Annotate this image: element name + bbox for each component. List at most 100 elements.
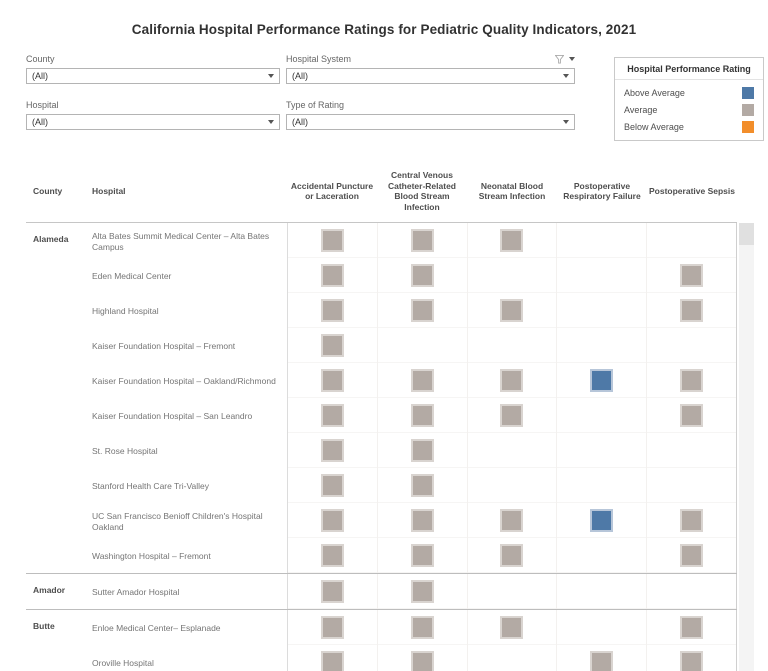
rating-cell[interactable] — [287, 610, 377, 645]
rating-cell[interactable] — [556, 363, 646, 398]
rating-mark-avg[interactable] — [410, 439, 434, 462]
rating-mark-avg[interactable] — [320, 616, 344, 639]
rating-cell[interactable] — [287, 293, 377, 328]
rating-cell[interactable] — [287, 223, 377, 258]
rating-cell[interactable] — [646, 645, 736, 671]
rating-mark-avg[interactable] — [500, 544, 524, 567]
rating-mark-avg[interactable] — [680, 369, 704, 392]
legend-item-above-average[interactable]: Above Average — [615, 84, 763, 101]
type-of-rating-dropdown[interactable]: (All) — [286, 114, 575, 130]
rating-cell[interactable] — [646, 258, 736, 293]
rating-cell[interactable] — [646, 293, 736, 328]
rating-mark-avg[interactable] — [500, 229, 524, 252]
rating-cell[interactable] — [556, 645, 646, 671]
rating-mark-avg[interactable] — [320, 474, 344, 497]
rating-mark-avg[interactable] — [500, 299, 524, 322]
vertical-scrollbar[interactable] — [739, 223, 754, 671]
legend-item-average[interactable]: Average — [615, 101, 763, 118]
rating-cell[interactable] — [287, 538, 377, 573]
rating-mark-avg[interactable] — [410, 651, 434, 671]
rating-mark-avg[interactable] — [320, 264, 344, 287]
rating-mark-avg[interactable] — [410, 544, 434, 567]
rating-mark-avg[interactable] — [500, 404, 524, 427]
rating-cell[interactable] — [376, 398, 467, 433]
rating-cell[interactable] — [376, 574, 467, 609]
rating-cell[interactable] — [376, 293, 467, 328]
rating-cell[interactable] — [376, 645, 467, 671]
rating-mark-avg[interactable] — [680, 616, 704, 639]
rating-cell[interactable] — [376, 363, 467, 398]
rating-mark-avg[interactable] — [680, 544, 704, 567]
rating-mark-avg[interactable] — [320, 229, 344, 252]
rating-cell[interactable] — [376, 258, 467, 293]
rating-mark-avg[interactable] — [500, 369, 524, 392]
rating-mark-avg[interactable] — [320, 369, 344, 392]
rating-mark-avg[interactable] — [680, 299, 704, 322]
rating-mark-avg[interactable] — [680, 264, 704, 287]
rating-cell[interactable] — [287, 363, 377, 398]
county-dropdown[interactable]: (All) — [26, 68, 280, 84]
rating-cell[interactable] — [287, 574, 377, 609]
rating-cell[interactable] — [376, 223, 467, 258]
rating-cell[interactable] — [646, 398, 736, 433]
rating-mark-avg[interactable] — [680, 509, 704, 532]
rating-cell[interactable] — [287, 328, 377, 363]
rating-mark-avg[interactable] — [320, 404, 344, 427]
rating-mark-avg[interactable] — [500, 616, 524, 639]
filter-funnel-icon[interactable] — [555, 54, 564, 64]
rating-cell[interactable] — [376, 538, 467, 573]
rating-mark-avg[interactable] — [410, 369, 434, 392]
hospital-system-dropdown[interactable]: (All) — [286, 68, 575, 84]
rating-cell[interactable] — [287, 645, 377, 671]
rating-mark-avg[interactable] — [410, 616, 434, 639]
rating-cell[interactable] — [376, 503, 467, 538]
rating-mark-avg[interactable] — [410, 264, 434, 287]
legend-items: Above Average Average Below Average — [615, 80, 763, 140]
rating-mark-avg[interactable] — [410, 229, 434, 252]
rating-cell[interactable] — [287, 468, 377, 503]
table-row: Washington Hospital – Fremont — [90, 538, 737, 573]
rating-cell[interactable] — [376, 468, 467, 503]
rating-mark-avg[interactable] — [320, 299, 344, 322]
rating-cell[interactable] — [646, 363, 736, 398]
rating-mark-avg[interactable] — [410, 299, 434, 322]
rating-marks-row — [287, 538, 737, 573]
rating-mark-avg[interactable] — [320, 334, 344, 357]
rating-cell[interactable] — [466, 293, 557, 328]
rating-cell[interactable] — [466, 503, 557, 538]
rating-mark-avg[interactable] — [680, 651, 704, 671]
rating-cell[interactable] — [646, 610, 736, 645]
rating-cell[interactable] — [466, 223, 557, 258]
rating-mark-avg[interactable] — [320, 651, 344, 671]
rating-mark-avg[interactable] — [410, 404, 434, 427]
rating-mark-avg[interactable] — [410, 509, 434, 532]
rating-mark-avg[interactable] — [320, 544, 344, 567]
rating-mark-avg[interactable] — [320, 580, 344, 603]
rating-cell[interactable] — [466, 398, 557, 433]
rating-mark-above[interactable] — [590, 369, 614, 392]
hospital-dropdown[interactable]: (All) — [26, 114, 280, 130]
rating-mark-avg[interactable] — [680, 404, 704, 427]
rating-mark-avg[interactable] — [500, 509, 524, 532]
rating-cell[interactable] — [287, 433, 377, 468]
scrollbar-thumb[interactable] — [739, 223, 754, 245]
rating-cell[interactable] — [287, 258, 377, 293]
rating-mark-avg[interactable] — [320, 439, 344, 462]
rating-mark-avg[interactable] — [590, 651, 614, 671]
rating-cell[interactable] — [466, 363, 557, 398]
rating-cell[interactable] — [466, 538, 557, 573]
rating-mark-above[interactable] — [590, 509, 614, 532]
rating-cell[interactable] — [556, 503, 646, 538]
rating-mark-avg[interactable] — [410, 474, 434, 497]
rating-cell[interactable] — [376, 433, 467, 468]
rating-mark-avg[interactable] — [410, 580, 434, 603]
rating-cell[interactable] — [646, 538, 736, 573]
rating-cell[interactable] — [376, 610, 467, 645]
legend-item-below-average[interactable]: Below Average — [615, 118, 763, 135]
rating-cell[interactable] — [466, 610, 557, 645]
rating-cell[interactable] — [646, 503, 736, 538]
rating-cell[interactable] — [287, 503, 377, 538]
rating-cell[interactable] — [287, 398, 377, 433]
rating-mark-avg[interactable] — [320, 509, 344, 532]
filter-menu-caret-icon[interactable] — [569, 57, 575, 61]
